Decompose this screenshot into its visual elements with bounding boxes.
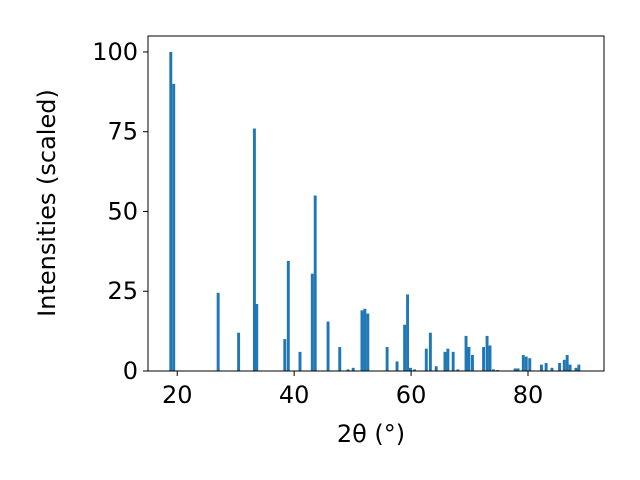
bar — [360, 310, 364, 371]
bar — [237, 332, 241, 371]
bar — [286, 260, 290, 371]
bar — [313, 195, 317, 371]
bar — [413, 369, 417, 371]
bar — [562, 359, 566, 371]
x-tick-label: 20 — [162, 381, 193, 409]
bar — [428, 332, 432, 371]
y-tick-label: 100 — [92, 38, 138, 66]
bar — [346, 369, 350, 371]
bar — [283, 339, 287, 371]
bar-series — [169, 51, 581, 372]
bar — [565, 355, 569, 371]
bar — [524, 356, 528, 371]
bar — [539, 364, 543, 371]
bar — [516, 368, 520, 371]
x-tick-label: 40 — [279, 381, 310, 409]
y-axis-ticks: 0 25 50 75 100 — [92, 38, 148, 385]
bar — [434, 366, 438, 371]
bar — [172, 83, 176, 372]
x-tick-label: 60 — [396, 381, 427, 409]
bar — [252, 128, 256, 371]
bar — [467, 347, 471, 371]
bar — [544, 363, 548, 371]
bar — [464, 335, 468, 371]
bar — [550, 367, 554, 371]
bar — [456, 369, 460, 371]
bar — [574, 367, 578, 371]
bar — [577, 364, 581, 371]
axes-frame — [147, 35, 605, 372]
y-tick-label: 50 — [107, 197, 138, 225]
bar — [409, 367, 412, 371]
bar — [406, 294, 410, 371]
bar — [443, 351, 447, 371]
bar — [471, 355, 474, 371]
bar — [298, 351, 302, 371]
x-tick-label: 80 — [513, 381, 544, 409]
y-tick-label: 25 — [107, 277, 138, 305]
bar — [403, 324, 407, 371]
bar — [326, 321, 330, 371]
bar — [351, 367, 355, 371]
bar — [513, 368, 517, 371]
bar — [446, 348, 450, 371]
bar — [338, 347, 342, 371]
bar — [385, 347, 389, 371]
bar — [395, 361, 399, 371]
bar — [451, 351, 455, 371]
x-axis-label: 2θ (°) — [337, 420, 405, 448]
bar — [310, 273, 314, 371]
bar — [521, 355, 525, 371]
bar — [558, 363, 562, 371]
bar — [568, 364, 572, 371]
y-tick-label: 75 — [107, 118, 138, 146]
bar — [363, 308, 367, 371]
bar — [492, 369, 495, 371]
y-axis-label: Intensities (scaled) — [33, 89, 61, 317]
bar — [366, 313, 370, 371]
bar — [528, 358, 532, 371]
bar — [424, 348, 428, 371]
plot-area: 20 40 60 80 0 25 50 75 100 — [92, 35, 605, 409]
x-axis-ticks: 20 40 60 80 — [162, 371, 543, 409]
bar — [216, 292, 220, 371]
bar — [255, 304, 259, 371]
bar — [485, 335, 489, 371]
bar — [169, 51, 173, 371]
y-tick-label: 0 — [123, 357, 138, 385]
bar — [482, 347, 486, 371]
bar — [488, 345, 492, 371]
